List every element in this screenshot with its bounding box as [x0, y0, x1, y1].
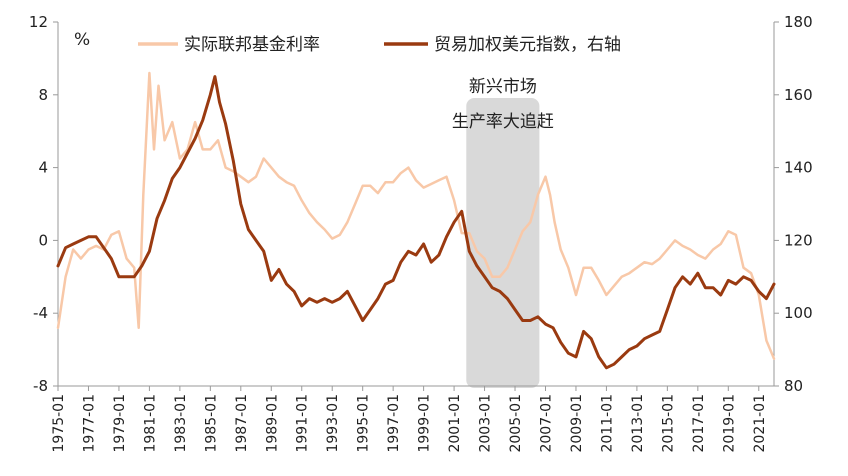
x-tick-label: 2013-01: [630, 394, 646, 453]
right-tick-label: 100: [784, 304, 813, 322]
x-tick-label: 1997-01: [386, 394, 402, 453]
legend-label-real-fed-funds-rate: 实际联邦基金利率: [184, 35, 320, 55]
series-line-trade-weighted-dollar-index: [56, 75, 776, 370]
x-tick-label: 1981-01: [142, 394, 158, 453]
x-tick-label: 2015-01: [660, 394, 676, 453]
left-axis-ticks: -8 -4 0 4 8 12: [29, 13, 58, 395]
left-tick-label: 12: [29, 13, 48, 31]
x-tick-label: 1977-01: [81, 394, 97, 453]
annotation-line: 生产率大追赶: [452, 112, 554, 132]
left-tick-label: -8: [33, 377, 48, 395]
legend-label-trade-weighted-dollar-index: 贸易加权美元指数，右轴: [434, 35, 621, 55]
x-tick-label: 2003-01: [478, 394, 494, 453]
unit-label: %: [74, 30, 90, 50]
right-tick-label: 140: [784, 159, 813, 177]
x-tick-label: 2001-01: [447, 394, 463, 453]
right-tick-label: 180: [784, 13, 813, 31]
left-tick-label: 4: [38, 159, 48, 177]
shaded-region-layer: [466, 98, 540, 388]
left-tick-label: -4: [33, 304, 48, 322]
x-tick-label: 1989-01: [264, 394, 280, 453]
right-tick-label: 120: [784, 231, 813, 249]
x-tick-label: 1983-01: [173, 394, 189, 453]
right-axis-ticks: 80 100 120 140 160 180: [774, 13, 813, 395]
x-tick-label: 2017-01: [691, 394, 707, 453]
annotation-line: 新兴市场: [469, 77, 537, 97]
axis-layer: [57, 22, 775, 387]
shaded-region: [466, 98, 540, 388]
series-layer: [56, 71, 776, 370]
x-tick-label: 1999-01: [417, 394, 433, 453]
left-tick-label: 0: [38, 231, 48, 249]
x-tick-label: 1975-01: [51, 394, 67, 453]
x-tick-label: 1987-01: [234, 394, 250, 453]
x-tick-label: 1993-01: [325, 394, 341, 453]
x-tick-label: 1985-01: [203, 394, 219, 453]
x-tick-label: 1991-01: [295, 394, 311, 453]
x-tick-label: 1979-01: [112, 394, 128, 453]
x-tick-label: 2007-01: [538, 394, 554, 453]
x-tick-label: 1995-01: [356, 394, 372, 453]
legend: 实际联邦基金利率 贸易加权美元指数，右轴: [138, 35, 621, 55]
x-axis-ticks: 1975-01 1977-01 1979-01 1981-01 1983-01 1985-…: [51, 386, 768, 453]
x-tick-label: 2011-01: [599, 394, 615, 453]
x-tick-label: 2009-01: [569, 394, 585, 453]
series-line-real-fed-funds-rate: [56, 71, 776, 360]
right-tick-label: 80: [784, 377, 803, 395]
x-tick-label: 2005-01: [508, 394, 524, 453]
x-tick-label: 2019-01: [721, 394, 737, 453]
left-tick-label: 8: [38, 86, 48, 104]
right-tick-label: 160: [784, 86, 813, 104]
x-tick-label: 2021-01: [752, 394, 768, 453]
